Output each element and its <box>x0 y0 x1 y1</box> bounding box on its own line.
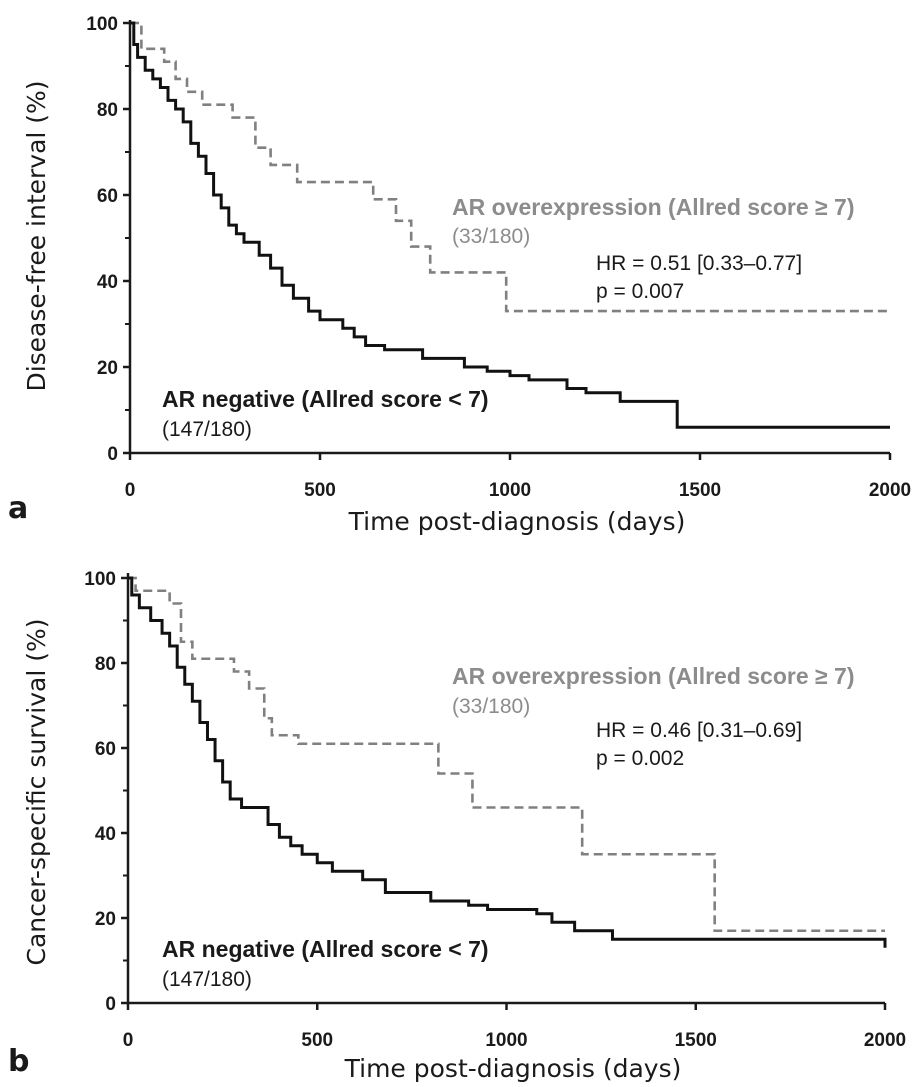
y-tick-label: 100 <box>86 14 118 35</box>
panel-a: 0 20 40 60 80 100 0 500 1000 1500 2000 Disease-fr… <box>8 14 911 536</box>
panel-a-y-axis-label: Disease-free interval (%) <box>22 80 51 391</box>
y-tick-label: 20 <box>95 909 116 930</box>
y-tick-label: 40 <box>95 824 116 845</box>
panel-b-negative-label: AR negative (Allred score < 7) <box>162 936 489 962</box>
y-tick-label: 100 <box>84 569 116 590</box>
x-tick-label: 2000 <box>864 1030 906 1051</box>
panel-b-y-axis-label: Cancer-specific survival (%) <box>22 618 51 965</box>
panel-b-negative-count: (147/180) <box>162 968 252 991</box>
panel-b-p-value: p = 0.002 <box>596 747 684 770</box>
negative-survival-curve <box>130 21 890 429</box>
panel-a-letter: a <box>8 491 28 526</box>
panel-b-overexpression-count: (33/180) <box>452 695 530 718</box>
x-tick-label: 1000 <box>485 1030 527 1051</box>
panel-b-overexpression-label: AR overexpression (Allred score ≥ 7) <box>452 663 855 689</box>
x-tick-label: 1500 <box>675 1030 717 1051</box>
panel-a-overexpression-count: (33/180) <box>452 225 530 248</box>
panel-b-curves <box>128 576 887 948</box>
x-tick-label: 500 <box>304 480 336 501</box>
panel-a-y-ticks: 0 20 40 60 80 100 <box>86 14 130 465</box>
x-tick-label: 2000 <box>869 480 911 501</box>
overexpression-survival-curve <box>128 576 885 933</box>
y-tick-label: 60 <box>97 186 118 207</box>
y-tick-label: 60 <box>95 739 116 760</box>
y-tick-label: 20 <box>97 358 118 379</box>
panel-a-negative-count: (147/180) <box>162 418 252 441</box>
panel-a-p-value: p = 0.007 <box>596 280 684 303</box>
y-tick-label: 80 <box>95 654 116 675</box>
panel-a-overexpression-label: AR overexpression (Allred score ≥ 7) <box>452 194 855 220</box>
panel-b-letter: b <box>8 1044 29 1079</box>
x-tick-label: 0 <box>123 1030 134 1051</box>
overexpression-survival-curve <box>130 21 890 313</box>
x-tick-label: 0 <box>125 480 136 501</box>
negative-survival-curve <box>128 576 887 948</box>
panel-b: 0 20 40 60 80 100 0 500 1000 1500 2000 Cancer-spe… <box>8 569 906 1083</box>
panel-a-negative-label: AR negative (Allred score < 7) <box>162 386 489 412</box>
y-tick-label: 40 <box>97 272 118 293</box>
panel-a-curves <box>130 21 890 429</box>
panel-b-hazard-ratio: HR = 0.46 [0.31–0.69] <box>596 719 802 742</box>
y-tick-label: 80 <box>97 100 118 121</box>
panel-b-x-ticks: 0 500 1000 1500 2000 <box>123 1003 906 1051</box>
x-tick-label: 500 <box>301 1030 333 1051</box>
panel-b-y-ticks: 0 20 40 60 80 100 <box>84 569 128 1015</box>
x-tick-label: 1000 <box>489 480 531 501</box>
panel-a-x-ticks: 0 500 1000 1500 2000 <box>125 453 911 501</box>
y-tick-label: 0 <box>107 444 118 465</box>
panel-a-x-axis-label: Time post-diagnosis (days) <box>348 507 686 536</box>
y-tick-label: 0 <box>105 994 116 1015</box>
x-tick-label: 1500 <box>679 480 721 501</box>
panel-a-hazard-ratio: HR = 0.51 [0.33–0.77] <box>596 252 802 275</box>
panel-b-x-axis-label: Time post-diagnosis (days) <box>344 1054 682 1083</box>
